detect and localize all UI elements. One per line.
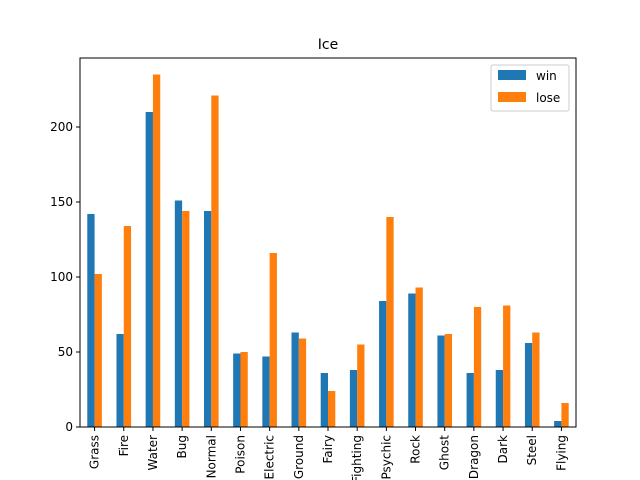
bar-lose-fighting xyxy=(357,344,365,427)
bar-win-dragon xyxy=(466,373,474,427)
bar-lose-poison xyxy=(240,352,248,427)
x-tick-label-rock: Rock xyxy=(409,435,423,464)
bar-win-flying xyxy=(554,421,562,427)
x-tick-label-fairy: Fairy xyxy=(321,435,335,464)
bar-win-fire xyxy=(116,334,124,427)
y-tick-label-0: 0 xyxy=(65,420,73,434)
x-tick-label-fighting: Fighting xyxy=(350,435,364,480)
bar-lose-fairy xyxy=(328,391,336,427)
bar-win-poison xyxy=(233,353,241,427)
bar-lose-rock xyxy=(415,287,423,427)
bar-lose-ghost xyxy=(444,334,453,427)
x-tick-label-water: Water xyxy=(146,435,160,471)
bar-win-grass xyxy=(87,214,95,427)
x-tick-label-poison: Poison xyxy=(233,435,247,474)
x-tick-label-dark: Dark xyxy=(496,435,510,464)
y-tick-label-50: 50 xyxy=(58,345,73,359)
x-tick-label-ground: Ground xyxy=(292,435,306,479)
legend-label-lose: lose xyxy=(536,91,560,105)
bar-lose-grass xyxy=(94,274,102,427)
legend-swatch-lose xyxy=(498,92,526,102)
bar-win-ghost xyxy=(437,335,445,427)
bar-win-normal xyxy=(203,211,212,427)
x-tick-label-steel: Steel xyxy=(525,435,539,465)
bar-win-steel xyxy=(524,343,533,427)
bar-lose-dragon xyxy=(473,307,482,427)
y-tick-label-150: 150 xyxy=(50,195,73,209)
legend-swatch-win xyxy=(498,70,526,80)
y-tick-label-100: 100 xyxy=(50,270,73,284)
legend-label-win: win xyxy=(536,69,557,83)
bar-win-rock xyxy=(408,293,416,427)
x-tick-label-electric: Electric xyxy=(263,435,277,479)
bar-win-psychic xyxy=(379,301,387,427)
x-tick-label-psychic: Psychic xyxy=(379,435,393,480)
x-tick-label-dragon: Dragon xyxy=(467,435,481,479)
bar-win-bug xyxy=(174,200,183,427)
bar-lose-flying xyxy=(561,403,569,427)
bar-win-dark xyxy=(495,370,504,427)
bar-win-fairy xyxy=(320,373,328,427)
bar-win-electric xyxy=(262,356,270,427)
x-tick-label-ghost: Ghost xyxy=(438,435,452,470)
bar-lose-psychic xyxy=(386,217,394,427)
bar-lose-normal xyxy=(211,95,219,427)
x-tick-label-bug: Bug xyxy=(175,435,189,458)
x-axis: Grass Fire Water Bug Normal Poison Electric Gro… xyxy=(88,427,568,480)
y-axis: 0 50 100 150 200 xyxy=(50,120,80,434)
bar-lose-ground xyxy=(298,338,307,427)
y-tick-label-200: 200 xyxy=(50,120,73,134)
bar-lose-bug xyxy=(182,211,190,427)
bar-win-fighting xyxy=(349,370,358,427)
bar-win-water xyxy=(145,112,153,427)
bar-lose-electric xyxy=(269,253,277,427)
x-tick-label-fire: Fire xyxy=(117,435,131,456)
x-tick-label-flying: Flying xyxy=(554,435,568,471)
x-tick-label-grass: Grass xyxy=(88,435,102,469)
bar-lose-fire xyxy=(123,226,132,427)
chart-title: Ice xyxy=(318,37,338,53)
bar-win-ground xyxy=(291,332,299,427)
bar-lose-water xyxy=(152,74,161,427)
x-tick-label-normal: Normal xyxy=(204,435,218,478)
legend: win lose xyxy=(490,64,570,112)
bar-lose-steel xyxy=(532,332,540,427)
bar-lose-dark xyxy=(503,305,511,427)
bars-layer xyxy=(87,74,569,427)
